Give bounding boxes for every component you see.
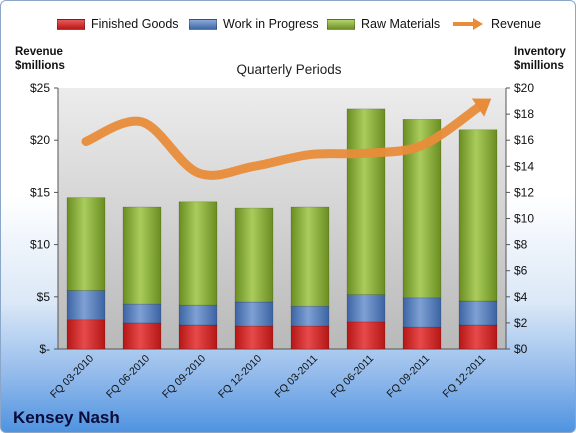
bar-raw-materials bbox=[66, 197, 106, 291]
legend-label-work-in-progress: Work in Progress bbox=[223, 17, 319, 31]
revenue-line bbox=[81, 103, 483, 180]
right-tick-label: $4 bbox=[514, 290, 528, 304]
left-tick-label: $- bbox=[39, 342, 50, 356]
left-tick-label: $10 bbox=[30, 238, 50, 252]
right-tick-label: $12 bbox=[514, 185, 534, 199]
bar-finished-goods bbox=[234, 325, 274, 350]
bar-finished-goods bbox=[290, 325, 330, 350]
bar-work-in-progress bbox=[234, 301, 274, 327]
bar-work-in-progress bbox=[178, 304, 218, 326]
legend-raw-materials: Raw Materials bbox=[327, 15, 440, 33]
legend-revenue: Revenue bbox=[451, 15, 541, 33]
right-tick-label: $16 bbox=[514, 133, 534, 147]
x-tick-label: FQ 03-2010 bbox=[48, 353, 96, 401]
legend-arrow-revenue bbox=[453, 18, 483, 30]
x-tick-label: FQ 09-2011 bbox=[385, 353, 433, 401]
revenue-arrowhead bbox=[471, 98, 492, 117]
bar-raw-materials bbox=[458, 129, 498, 302]
right-tick-label: $2 bbox=[514, 316, 528, 330]
left-tick-label: $20 bbox=[30, 133, 50, 147]
left-tick-label: $25 bbox=[30, 81, 50, 95]
x-tick-label: FQ 12-2011 bbox=[441, 353, 489, 401]
bar-finished-goods bbox=[346, 321, 386, 350]
bar-finished-goods bbox=[402, 326, 442, 350]
legend-work-in-progress: Work in Progress bbox=[189, 15, 319, 33]
bar-work-in-progress bbox=[66, 290, 106, 321]
bar-raw-materials bbox=[290, 206, 330, 307]
bar-work-in-progress bbox=[122, 303, 162, 324]
right-axis-title: Inventory $millions bbox=[514, 46, 566, 72]
x-tick-label: FQ 03-2011 bbox=[273, 353, 321, 401]
legend-swatch-finished-goods bbox=[57, 18, 85, 30]
legend-finished-goods: Finished Goods bbox=[57, 15, 179, 33]
x-tick-label: FQ 09-2010 bbox=[160, 353, 208, 401]
bar-work-in-progress bbox=[402, 297, 442, 328]
bar-work-in-progress bbox=[346, 294, 386, 323]
x-tick-label: FQ 12-2010 bbox=[216, 353, 264, 401]
plot-title: Quarterly Periods bbox=[236, 62, 342, 77]
legend-swatch-raw-materials bbox=[327, 18, 355, 30]
right-tick-label: $18 bbox=[514, 107, 534, 121]
legend-label-raw-materials: Raw Materials bbox=[361, 17, 441, 31]
right-tick-label: $0 bbox=[514, 342, 528, 356]
right-tick-label: $20 bbox=[514, 81, 534, 95]
right-tick-label: $10 bbox=[514, 212, 534, 226]
bar-work-in-progress bbox=[458, 300, 498, 326]
legend-label-finished-goods: Finished Goods bbox=[91, 17, 179, 31]
bar-finished-goods bbox=[66, 319, 106, 350]
company-name: Kensey Nash bbox=[13, 408, 120, 427]
x-tick-label: FQ 06-2010 bbox=[104, 353, 152, 401]
left-tick-label: $5 bbox=[37, 290, 51, 304]
right-tick-label: $8 bbox=[514, 238, 528, 252]
left-tick-label: $15 bbox=[30, 185, 50, 199]
bar-finished-goods bbox=[122, 322, 162, 350]
bar-work-in-progress bbox=[290, 305, 330, 327]
bar-finished-goods bbox=[458, 324, 498, 350]
bar-raw-materials bbox=[346, 108, 386, 296]
x-tick-label: FQ 06-2011 bbox=[329, 353, 377, 401]
bar-raw-materials bbox=[122, 206, 162, 305]
legend-swatch-work-in-progress bbox=[189, 18, 217, 30]
bar-raw-materials bbox=[234, 207, 274, 303]
bar-raw-materials bbox=[178, 201, 218, 306]
bar-finished-goods bbox=[178, 324, 218, 350]
right-tick-label: $14 bbox=[514, 159, 534, 173]
legend-label-revenue: Revenue bbox=[491, 17, 542, 31]
left-axis-title: Revenue $millions bbox=[15, 46, 65, 72]
right-tick-label: $6 bbox=[514, 264, 528, 278]
